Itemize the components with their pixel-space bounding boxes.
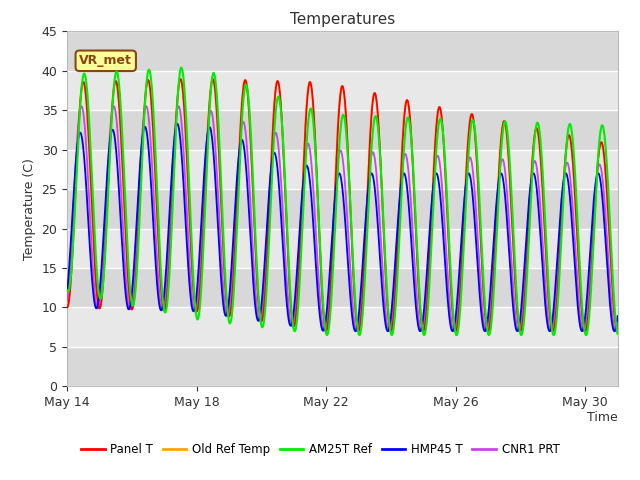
Legend: Panel T, Old Ref Temp, AM25T Ref, HMP45 T, CNR1 PRT: Panel T, Old Ref Temp, AM25T Ref, HMP45 … bbox=[76, 438, 564, 461]
Bar bbox=[67, 71, 618, 110]
Bar bbox=[67, 110, 618, 150]
Bar bbox=[67, 31, 618, 71]
Title: Temperatures: Temperatures bbox=[290, 12, 395, 27]
Text: VR_met: VR_met bbox=[79, 54, 132, 67]
Text: Time: Time bbox=[587, 411, 618, 424]
Bar bbox=[67, 268, 618, 308]
Bar bbox=[67, 189, 618, 228]
Bar bbox=[67, 150, 618, 189]
Bar bbox=[67, 347, 618, 386]
Bar bbox=[67, 228, 618, 268]
Bar bbox=[67, 308, 618, 347]
Y-axis label: Temperature (C): Temperature (C) bbox=[23, 158, 36, 260]
